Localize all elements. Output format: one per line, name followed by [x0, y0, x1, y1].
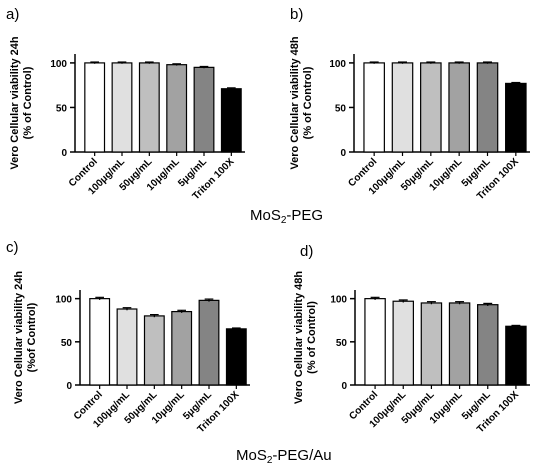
bar — [171, 310, 193, 386]
y-axis-label: Vero Cellular viability 24h — [9, 36, 21, 170]
y-tick-label: 50 — [61, 338, 73, 349]
bar — [448, 302, 471, 386]
y-axis-label: Vero Cellular viability 48h — [289, 36, 301, 170]
y-tick-label: 100 — [329, 59, 346, 70]
y-tick-label: 0 — [340, 148, 346, 159]
bar — [138, 62, 160, 153]
y-tick-label: 100 — [330, 295, 347, 306]
bar — [193, 66, 215, 153]
section-title-mos2-peg: MoS2-PEG — [250, 207, 324, 226]
section-title-mos2-peg-au: MoS2-PEG/Au — [236, 447, 332, 466]
y-axis-label: (% of Control) — [302, 66, 314, 139]
panel-label: a) — [6, 6, 19, 23]
y-tick-label: 100 — [50, 59, 67, 70]
y-tick-label: 0 — [66, 381, 72, 392]
bar — [505, 82, 527, 153]
bar — [477, 304, 499, 386]
bar — [505, 325, 527, 386]
bar — [220, 88, 242, 153]
bar — [166, 64, 188, 153]
bar — [391, 62, 414, 153]
y-tick-label: 50 — [56, 103, 68, 114]
y-axis-label: Vero Cellular viability 48h — [293, 271, 305, 405]
section-title-subscript: 2 — [266, 455, 273, 466]
y-tick-label: 50 — [336, 338, 348, 349]
y-axis-label: (% of Control) — [22, 66, 34, 139]
y-tick-label: 0 — [61, 148, 67, 159]
bar — [364, 298, 386, 386]
y-tick-label: 50 — [335, 103, 347, 114]
bar — [116, 308, 138, 386]
section-title-rest: -PEG/Au — [272, 447, 332, 464]
chart-panel-1: a) Vero Cellular viability 24h (% of Contr… — [6, 6, 245, 202]
y-axis-label: (%of Control) — [26, 302, 38, 372]
chart-panel-4: d) Vero Cellular viability 48h (% of Contr… — [293, 243, 530, 435]
bar — [111, 62, 133, 153]
y-axis-label: (% of Control) — [306, 301, 318, 374]
section-title-main: MoS — [250, 207, 281, 224]
y-axis-label: Vero Cellular viability 24h — [13, 271, 25, 405]
section-title-rest: -PEG — [286, 207, 324, 224]
bar — [143, 315, 165, 386]
panel-label: c) — [6, 239, 19, 256]
section-title-main: MoS — [236, 447, 267, 464]
chart-panel-3: c) Vero Cellular viability 24h (%of Contro… — [6, 239, 250, 435]
bar — [420, 302, 443, 386]
bar — [84, 62, 106, 153]
bar — [198, 299, 220, 386]
bar — [89, 298, 111, 386]
bar — [225, 328, 247, 386]
panel-label: d) — [300, 243, 313, 260]
chart-panel-2: b) Vero Cellular viability 48h (% of Contr… — [289, 6, 530, 202]
y-tick-label: 100 — [55, 295, 72, 306]
bar — [420, 62, 442, 153]
panel-label: b) — [290, 6, 303, 23]
section-title-subscript: 2 — [280, 215, 287, 226]
bar — [392, 300, 414, 386]
bar — [448, 62, 470, 153]
bar — [476, 62, 499, 153]
bar — [363, 62, 385, 153]
y-tick-label: 0 — [341, 381, 347, 392]
